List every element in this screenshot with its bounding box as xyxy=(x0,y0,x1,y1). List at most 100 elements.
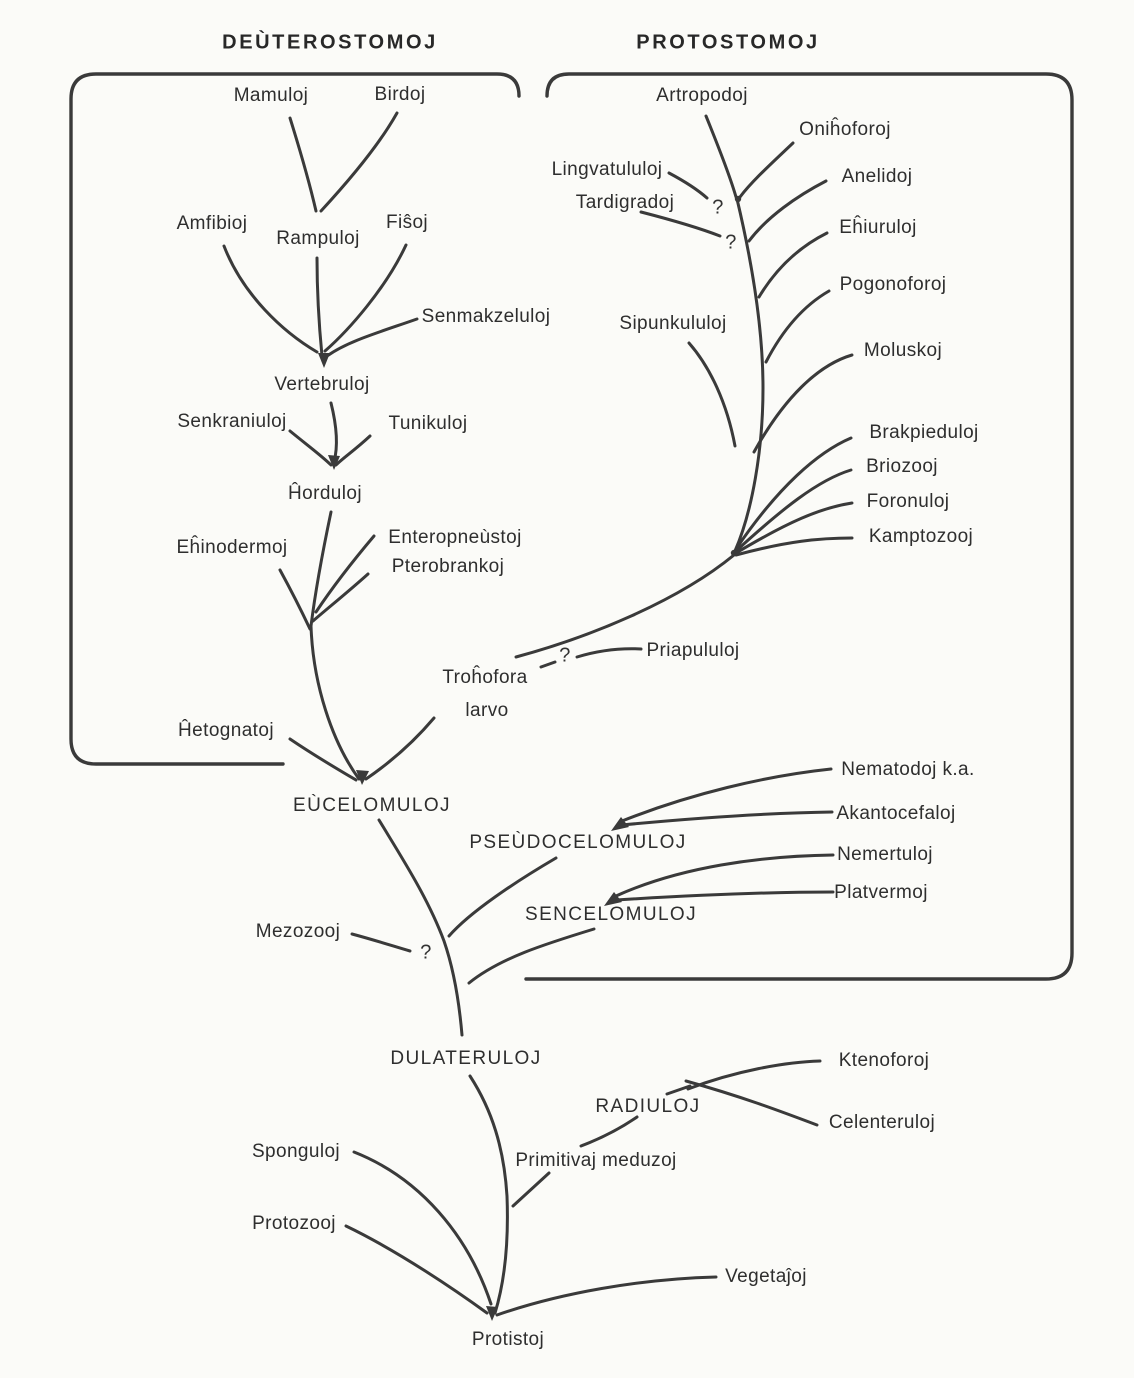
edge-trohofora-dash xyxy=(539,660,557,669)
arrowhead-eucelomuloj xyxy=(356,770,369,785)
node-moluskoj: Moluskoj xyxy=(863,340,943,361)
arrowhead-horduloj xyxy=(328,455,340,470)
node-mamuloj: Mamuloj xyxy=(233,85,309,106)
edge-moluskoj xyxy=(752,353,854,454)
edge-celenteruloj xyxy=(684,1079,819,1127)
node-nemertuloj: Nemertuloj xyxy=(837,844,933,865)
node-protistoj: Protistoj xyxy=(471,1329,545,1350)
edge-lingvatululoj xyxy=(667,171,709,200)
node-platvermoj: Platvermoj xyxy=(834,882,928,903)
node-trohofora-larvo-line1: Troĥofora xyxy=(442,667,528,688)
edge-hetognatoj xyxy=(288,737,358,782)
node-foronuloj: Foronuloj xyxy=(866,491,950,512)
node-sponguloj: Sponguloj xyxy=(251,1141,341,1162)
node-trohofora-larvo-line2: larvo xyxy=(465,700,509,721)
edge-tunikuloj xyxy=(334,434,372,467)
node-senmakzeluloj: Senmakzeluloj xyxy=(421,306,551,327)
arrowhead-pseudocelomuloj xyxy=(611,817,629,831)
title-deuterostomoj: DEÙTEROSTOMOJ xyxy=(222,31,438,54)
edge-radiuloj-to-fan xyxy=(665,1084,692,1096)
node-dulateruloj: DULATERULOJ xyxy=(390,1048,542,1069)
edge-sipunkululoj xyxy=(687,341,737,448)
edge-birdoj xyxy=(319,111,399,213)
node-akantocefaloj: Akantocefaloj xyxy=(836,803,956,824)
node-rampuloj: Rampuloj xyxy=(276,228,360,249)
node-enteropneustoj: Enteropneùstoj xyxy=(388,527,522,548)
edge-dulateruloj-trunk xyxy=(468,1074,509,1315)
node-artropodoj: Artropodoj xyxy=(656,85,748,106)
node-protozooj: Protozooj xyxy=(252,1213,336,1234)
edge-mamuloj xyxy=(288,116,318,213)
node-amfibioj: Amfibioj xyxy=(176,213,248,234)
title-protostomoj: PROTOSTOMOJ xyxy=(636,31,820,54)
node-kamptozooj: Kamptozooj xyxy=(868,526,974,547)
node-sipunkululoj: Sipunkululoj xyxy=(619,313,727,334)
protostomoj-bracket xyxy=(524,72,1074,981)
edge-pseudocelomuloj-branch xyxy=(447,856,558,938)
uncertain-link-tardigradoj: ? xyxy=(725,231,737,254)
node-pogonoforoj: Pogonoforoj xyxy=(839,274,947,295)
edge-ehinodermoj xyxy=(278,568,312,631)
edge-anelidoj xyxy=(747,179,828,243)
node-vegetajoj: Vegetaĵoj xyxy=(725,1266,807,1287)
edge-pogonoforoj xyxy=(764,289,831,364)
edge-brakpieduloj xyxy=(734,436,853,551)
node-radiuloj: RADIULOJ xyxy=(595,1096,701,1117)
uncertain-link-mezozooj: ? xyxy=(420,941,432,964)
node-primitivaj-meduzoj: Primitivaj meduzoj xyxy=(515,1150,677,1171)
uncertain-link-priapululoj: ? xyxy=(559,644,571,667)
node-briozooj: Briozooj xyxy=(866,456,938,477)
node-tunikuloj: Tunikuloj xyxy=(388,413,468,434)
edge-tardigradoj xyxy=(639,210,722,238)
node-anelidoj: Anelidoj xyxy=(841,166,913,187)
edge-ehiuruloj xyxy=(757,231,829,299)
edge-foronuloj xyxy=(734,501,854,555)
edge-ktenoforoj xyxy=(686,1059,822,1091)
edge-mezozooj xyxy=(350,932,412,953)
node-pseudocelomuloj: PSEÙDOCELOMULOJ xyxy=(469,832,687,853)
edge-protostome-trunk xyxy=(733,197,765,553)
arrowhead-sencelomuloj xyxy=(604,892,622,906)
edge-protozooj xyxy=(344,1224,489,1315)
node-sencelomuloj: SENCELOMULOJ xyxy=(524,904,698,925)
edge-trunk-to-eucelomuloj xyxy=(309,624,361,781)
edge-briozooj xyxy=(734,468,853,553)
edge-senkraniuloj xyxy=(288,429,333,467)
edge-amfibioj xyxy=(222,244,319,354)
deuterostomoj-bracket xyxy=(69,72,521,766)
node-ehiuruloj: Eĥiuruloj xyxy=(839,217,917,238)
edge-enteropneustoj xyxy=(314,534,376,614)
edge-nemertuloj xyxy=(614,853,835,898)
edge-senmakzeluloj xyxy=(325,317,419,358)
edge-eucelomuloj-trunk xyxy=(377,818,464,1037)
edge-akantocefaloj xyxy=(620,810,834,827)
node-senkraniuloj: Senkraniuloj xyxy=(177,411,287,432)
node-ehinodermoj: Eĥinodermoj xyxy=(176,537,288,558)
node-priapululoj: Priapululoj xyxy=(646,640,740,661)
edge-onihoforoj xyxy=(738,141,795,199)
uncertain-link-lingvatululoj: ? xyxy=(712,196,724,219)
edge-trunk-to-trohofora xyxy=(514,553,736,659)
node-celenteruloj: Celenteruloj xyxy=(828,1112,936,1133)
node-mezozooj: Mezozooj xyxy=(255,921,341,942)
node-brakpieduloj: Brakpieduloj xyxy=(869,422,979,443)
node-eucelomuloj: EÙCELOMULOJ xyxy=(293,795,451,816)
node-vertebruloj: Vertebruloj xyxy=(274,374,370,395)
arrowhead-vertebruloj xyxy=(318,353,330,368)
edge-trohofora-to-eucelomuloj xyxy=(364,716,436,781)
edge-priapululoj xyxy=(575,647,643,659)
node-fisoj: Fiŝoj xyxy=(385,212,429,233)
edge-pterobrankoj xyxy=(311,572,370,623)
edge-artropodoj xyxy=(704,114,738,199)
edge-sponguloj xyxy=(352,1150,493,1306)
node-nematodoj: Nematodoj k.a. xyxy=(841,759,975,780)
edge-horduloj-stem xyxy=(309,510,333,628)
edge-vertebruloj-stem xyxy=(329,401,338,464)
edge-nematodoj xyxy=(620,767,833,823)
node-onihoforoj: Oniĥoforoj xyxy=(799,119,891,140)
node-hetognatoj: Ĥetognatoj xyxy=(178,720,274,741)
edge-platvermoj xyxy=(614,890,835,902)
node-birdoj: Birdoj xyxy=(374,84,426,105)
